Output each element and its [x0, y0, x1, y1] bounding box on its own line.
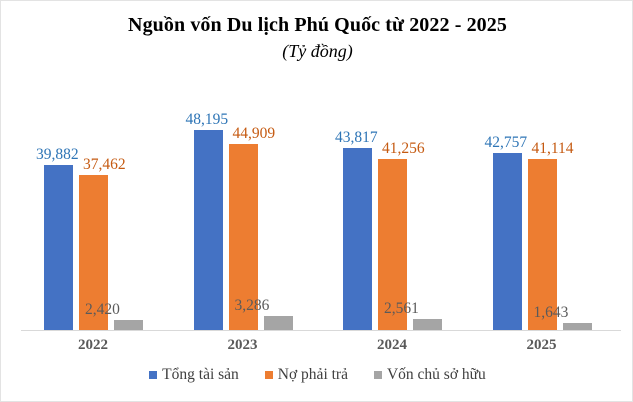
bar-value-label: 39,882 — [36, 145, 79, 163]
category-axis-label: 2022 — [78, 337, 108, 353]
bar[interactable]: 2,561 — [384, 300, 442, 330]
category-axis-line — [21, 330, 621, 331]
bar[interactable]: 43,817 — [335, 129, 378, 330]
page-title: Nguồn vốn Du lịch Phú Quốc từ 2022 - 202… — [128, 14, 507, 36]
bar[interactable]: 2,420 — [85, 301, 143, 330]
bar-value-label: 41,114 — [531, 140, 574, 158]
bar-value-label: 37,462 — [83, 155, 126, 173]
bar[interactable]: 41,114 — [527, 140, 574, 330]
bar-value-label: 48,195 — [185, 111, 229, 128]
legend-label: Tổng tài sản — [162, 366, 239, 383]
bar-value-label: 2,561 — [384, 300, 419, 318]
bar[interactable]: 41,256 — [378, 140, 425, 330]
category-axis: 2022 2023 2024 2025 — [1, 335, 632, 359]
bar-value-label: 42,757 — [484, 133, 528, 151]
chart-legend: Tổng tài sản Nợ phải trả Vốn chủ sở hữu — [1, 365, 632, 384]
bar[interactable]: 42,757 — [485, 134, 527, 330]
chart-title-block: Nguồn vốn Du lịch Phú Quốc từ 2022 - 202… — [1, 12, 632, 63]
bar-value-label: 3,286 — [234, 297, 270, 315]
legend-item[interactable]: Vốn chủ sở hữu — [373, 365, 486, 384]
legend-swatch-icon — [264, 370, 273, 379]
bar-value-label: 44,909 — [232, 124, 276, 142]
plot-area: 39,882 37,462 2,420 48,195 44,909 3,286 43,817… — [1, 1, 632, 331]
category-axis-label: 2023 — [227, 337, 258, 353]
legend-swatch-icon — [149, 370, 158, 379]
bar-value-label: 2,420 — [85, 300, 120, 318]
bar[interactable]: 44,909 — [228, 125, 275, 330]
legend-item[interactable]: Tổng tài sản — [149, 365, 239, 384]
bar-value-label: 43,817 — [335, 129, 378, 147]
legend-swatch-icon — [373, 370, 382, 379]
bar-value-label: 41,256 — [382, 139, 425, 157]
bar-value-label: 1,643 — [533, 304, 569, 322]
legend-item[interactable]: Nợ phải trả — [264, 365, 348, 384]
bar[interactable]: 1,643 — [534, 304, 592, 330]
category-axis-label: 2024 — [377, 337, 407, 353]
category-axis-label: 2025 — [526, 337, 557, 353]
bar[interactable]: 3,286 — [235, 297, 293, 330]
legend-label: Nợ phải trả — [277, 366, 348, 383]
bar[interactable]: 37,462 — [79, 156, 126, 330]
bar[interactable]: 48,195 — [186, 111, 228, 330]
bar[interactable]: 39,882 — [36, 146, 79, 330]
legend-label: Vốn chủ sở hữu — [386, 366, 486, 383]
chart-subtitle: (Tỷ đồng) — [282, 41, 353, 61]
